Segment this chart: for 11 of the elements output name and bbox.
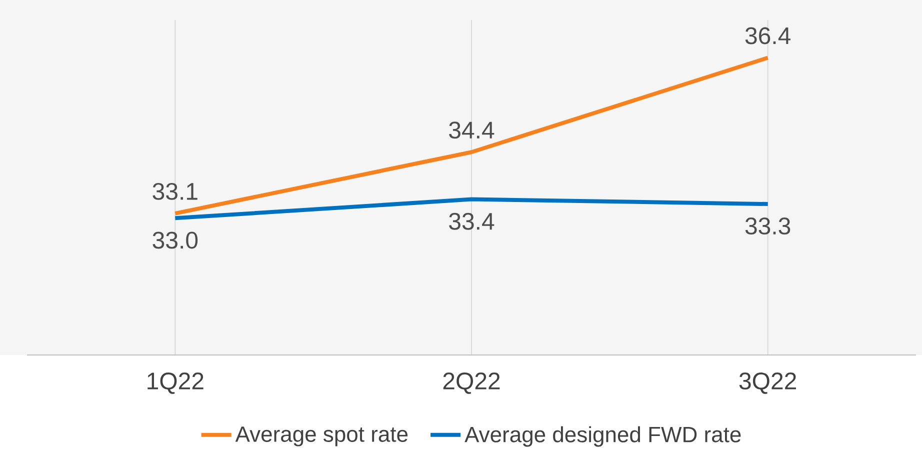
data-label: 34.4	[449, 122, 494, 139]
legend-label: Average designed FWD rate	[464, 426, 741, 447]
data-label: 33.4	[449, 212, 494, 230]
x-tick-label: 2Q22	[443, 372, 500, 394]
x-tick-label: 1Q22	[148, 372, 204, 394]
data-label: 36.4	[745, 27, 790, 44]
data-label: 33.3	[745, 218, 790, 235]
legend-label: Average spot rate	[235, 426, 408, 446]
data-label: 33.1	[152, 182, 198, 200]
x-tick-label: 3Q22	[739, 372, 796, 394]
data-label: 33.0	[152, 232, 198, 249]
